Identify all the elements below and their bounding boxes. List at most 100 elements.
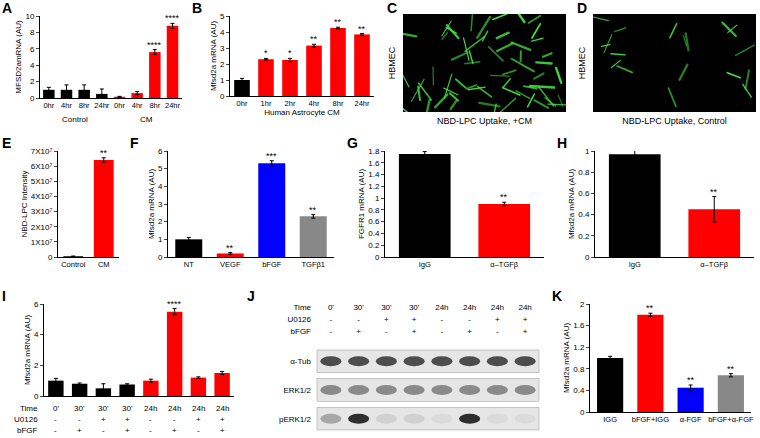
svg-text:*: * [288,48,292,58]
svg-text:0.8: 0.8 [578,168,590,177]
svg-text:0: 0 [220,92,225,101]
svg-text:Mfsd2a mRNA (AU): Mfsd2a mRNA (AU) [567,169,576,240]
svg-text:bFGF+IGG: bFGF+IGG [632,415,669,424]
svg-text:4: 4 [30,61,35,70]
svg-text:24h: 24h [435,303,448,312]
svg-text:24h: 24h [518,303,531,312]
svg-text:4hr: 4hr [132,101,143,110]
svg-text:-: - [330,327,333,336]
svg-text:0: 0 [580,408,585,417]
svg-text:8hr: 8hr [149,101,160,110]
svg-text:Mfsd2a mRNA (AU): Mfsd2a mRNA (AU) [562,323,571,394]
svg-text:0.4: 0.4 [578,210,590,219]
svg-text:α-Tub: α-Tub [290,357,311,366]
svg-text:bFGF+α-FGF: bFGF+α-FGF [708,415,754,424]
svg-text:Control: Control [62,115,88,124]
svg-text:-: - [149,415,152,424]
svg-text:1: 1 [375,194,380,203]
svg-text:bFGF: bFGF [262,260,282,269]
svg-text:0.2: 0.2 [578,232,590,241]
svg-text:U0126: U0126 [287,315,311,324]
svg-text:+: + [523,315,528,324]
svg-text:Mfsd2a mRNA (AU): Mfsd2a mRNA (AU) [23,315,32,386]
svg-text:NBD-LPC Uptake, +CM: NBD-LPC Uptake, +CM [437,116,532,126]
svg-text:IgG: IgG [629,260,641,269]
svg-text:**: ** [309,205,317,215]
svg-text:24hr: 24hr [354,99,370,108]
svg-text:1.6: 1.6 [368,159,380,168]
svg-text:IgG: IgG [419,260,431,269]
svg-text:IGG: IGG [603,415,617,424]
svg-text:****: **** [167,299,182,309]
svg-text:+: + [125,426,130,435]
svg-text:24h: 24h [216,404,229,413]
svg-text:**: ** [100,148,108,158]
svg-text:HBMEC: HBMEC [387,46,397,79]
svg-text:-: - [330,315,333,324]
svg-text:α-FGF: α-FGF [680,415,702,424]
svg-text:0.6: 0.6 [368,217,380,226]
svg-text:0: 0 [585,253,590,262]
svg-text:***: *** [266,151,277,161]
svg-text:1.2: 1.2 [573,343,585,352]
svg-text:24hr: 24hr [94,101,110,110]
svg-text:**: ** [646,303,654,313]
svg-text:HBMEC: HBMEC [577,46,587,79]
svg-text:VEGF: VEGF [220,260,241,269]
svg-text:+: + [172,426,177,435]
svg-text:****: **** [165,13,180,23]
svg-text:-: - [54,426,57,435]
svg-text:+: + [384,315,389,324]
svg-text:NBD-LPC Uptake, Control: NBD-LPC Uptake, Control [622,116,727,126]
svg-text:-: - [441,327,444,336]
svg-text:-: - [357,315,360,324]
svg-text:0: 0 [375,253,380,262]
svg-text:-: - [197,426,200,435]
svg-text:**: ** [358,24,366,34]
svg-text:+: + [356,327,361,336]
svg-text:30': 30' [353,303,364,312]
svg-text:5X10⁷: 5X10⁷ [31,177,53,186]
svg-text:**: ** [500,192,508,202]
svg-text:**: ** [226,243,234,253]
svg-text:-: - [385,327,388,336]
svg-text:30': 30' [381,303,392,312]
svg-text:30': 30' [409,303,420,312]
svg-text:24h: 24h [192,404,205,413]
svg-text:5: 5 [158,164,163,173]
svg-text:+: + [77,426,82,435]
svg-text:Mfsd2a mRNA (AU): Mfsd2a mRNA (AU) [209,21,218,92]
svg-text:30': 30' [98,404,109,413]
svg-text:ERK1/2: ERK1/2 [283,386,311,395]
svg-text:4: 4 [158,182,163,191]
svg-text:1.6: 1.6 [573,321,585,330]
svg-text:-: - [496,327,499,336]
svg-text:0': 0' [53,404,59,413]
svg-text:-: - [78,415,81,424]
svg-text:0.4: 0.4 [573,386,585,395]
svg-text:24h: 24h [463,303,476,312]
svg-text:24h: 24h [144,404,157,413]
svg-text:α–TGFβ: α–TGFβ [700,260,729,269]
svg-text:+: + [220,415,225,424]
svg-text:**: ** [334,17,342,27]
svg-text:1: 1 [585,147,590,156]
svg-text:+: + [125,415,130,424]
svg-text:8: 8 [30,28,35,37]
svg-text:-: - [468,315,471,324]
svg-text:0.6: 0.6 [578,189,590,198]
svg-text:CM: CM [140,115,153,124]
svg-text:1.2: 1.2 [368,182,380,191]
svg-text:6: 6 [30,45,35,54]
svg-text:0.8: 0.8 [368,206,380,215]
svg-text:1.4: 1.4 [368,170,380,179]
svg-text:1: 1 [158,235,163,244]
svg-text:+: + [412,327,417,336]
svg-text:1: 1 [220,76,225,85]
svg-text:Time: Time [20,404,38,413]
svg-text:NT: NT [184,260,194,269]
svg-text:0hr: 0hr [43,101,54,110]
svg-text:bFGF: bFGF [17,426,38,435]
svg-text:3: 3 [220,44,225,53]
svg-text:1.8: 1.8 [368,147,380,156]
